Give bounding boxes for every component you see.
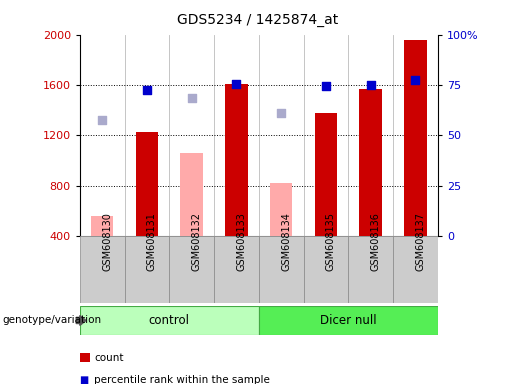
Text: GSM608130: GSM608130 xyxy=(102,212,112,271)
Text: GSM608133: GSM608133 xyxy=(236,212,246,271)
Text: count: count xyxy=(94,353,124,362)
Point xyxy=(143,87,151,93)
Bar xyxy=(315,113,337,236)
Bar xyxy=(125,236,169,303)
Text: GSM608132: GSM608132 xyxy=(192,212,202,271)
Bar xyxy=(404,40,426,236)
Bar xyxy=(180,153,203,236)
Point xyxy=(232,81,241,87)
Bar xyxy=(259,306,438,335)
Text: GSM608131: GSM608131 xyxy=(147,212,157,271)
Text: GSM608136: GSM608136 xyxy=(371,212,381,271)
Text: percentile rank within the sample: percentile rank within the sample xyxy=(94,375,270,384)
Point xyxy=(322,83,330,89)
Text: control: control xyxy=(149,314,190,327)
Text: GSM608134: GSM608134 xyxy=(281,212,291,271)
Bar xyxy=(359,89,382,236)
Bar xyxy=(80,306,259,335)
Point xyxy=(98,117,106,123)
Text: Dicer null: Dicer null xyxy=(320,314,376,327)
Text: genotype/variation: genotype/variation xyxy=(3,315,101,326)
Point xyxy=(277,109,285,116)
Point xyxy=(411,77,420,83)
FancyArrow shape xyxy=(76,316,86,326)
Bar xyxy=(91,216,113,236)
Bar xyxy=(348,236,393,303)
Bar xyxy=(393,236,438,303)
Bar xyxy=(80,236,125,303)
Text: GDS5234 / 1425874_at: GDS5234 / 1425874_at xyxy=(177,13,338,27)
Text: GSM608135: GSM608135 xyxy=(326,212,336,271)
Bar xyxy=(214,236,259,303)
Bar xyxy=(270,183,293,236)
Text: ■: ■ xyxy=(79,375,88,384)
Point xyxy=(187,94,196,101)
Bar xyxy=(136,132,158,236)
Bar xyxy=(225,84,248,236)
Text: GSM608137: GSM608137 xyxy=(416,212,425,271)
Bar xyxy=(303,236,348,303)
Point xyxy=(367,82,375,88)
Bar xyxy=(259,236,303,303)
Bar xyxy=(169,236,214,303)
